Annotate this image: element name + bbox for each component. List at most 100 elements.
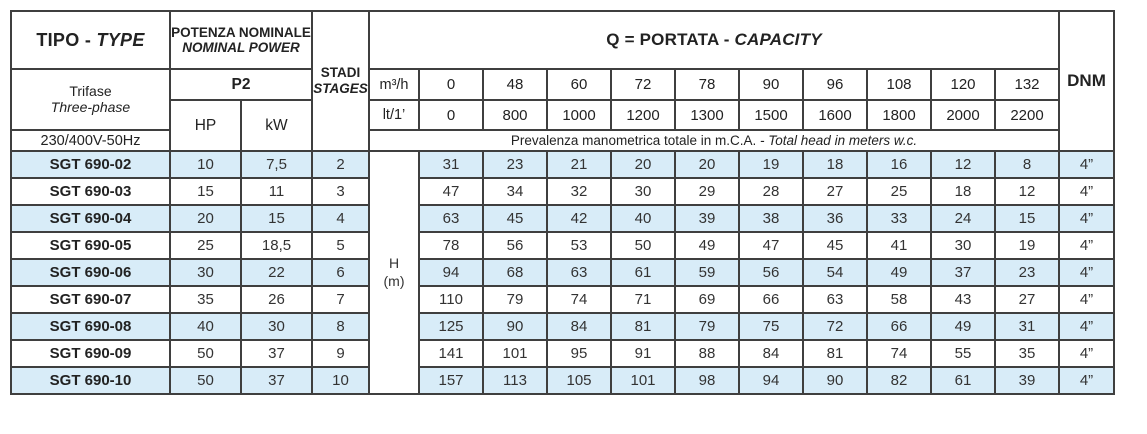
head-value-cell: 66 bbox=[738, 285, 804, 314]
table-row: SGT 690-09 50 37 9 141 101 95 91 88 84 8… bbox=[10, 339, 1115, 368]
head-value-cell: 81 bbox=[802, 339, 868, 368]
pump-model-cell: SGT 690-08 bbox=[10, 312, 171, 341]
head-value-cell: 105 bbox=[546, 366, 612, 395]
stages-cell: 7 bbox=[311, 285, 370, 314]
head-value-cell: 32 bbox=[546, 177, 612, 206]
head-value-cell: 95 bbox=[546, 339, 612, 368]
table-header: TIPO - TYPE POTENZA NOMINALE NOMINAL POW… bbox=[10, 10, 1115, 152]
unit-m3h: m³/h bbox=[368, 68, 420, 101]
head-meters-label: H (m) bbox=[368, 150, 420, 395]
capacity-m3h-value: 72 bbox=[610, 68, 676, 101]
head-value-cell: 78 bbox=[418, 231, 484, 260]
head-value-cell: 94 bbox=[418, 258, 484, 287]
pump-model-cell: SGT 690-06 bbox=[10, 258, 171, 287]
pump-model-cell: SGT 690-02 bbox=[10, 150, 171, 179]
head-value-cell: 63 bbox=[802, 285, 868, 314]
head-value-cell: 15 bbox=[994, 204, 1060, 233]
header-nominal-power: POTENZA NOMINALE NOMINAL POWER bbox=[169, 10, 313, 70]
hp-cell: 10 bbox=[169, 150, 242, 179]
dnm-cell: 4” bbox=[1058, 258, 1115, 287]
header-stages: STADI STAGES bbox=[311, 10, 370, 152]
head-value-cell: 36 bbox=[802, 204, 868, 233]
head-value-cell: 61 bbox=[610, 258, 676, 287]
head-value-cell: 21 bbox=[546, 150, 612, 179]
capacity-lt1-value: 1800 bbox=[866, 99, 932, 131]
head-value-cell: 24 bbox=[930, 204, 996, 233]
hp-cell: 20 bbox=[169, 204, 242, 233]
head-value-cell: 39 bbox=[674, 204, 740, 233]
head-value-cell: 53 bbox=[546, 231, 612, 260]
header-hp: HP bbox=[169, 99, 242, 152]
head-value-cell: 157 bbox=[418, 366, 484, 395]
head-value-cell: 90 bbox=[482, 312, 548, 341]
kw-cell: 7,5 bbox=[240, 150, 313, 179]
capacity-lt1-value: 1000 bbox=[546, 99, 612, 131]
table-row: SGT 690-10 50 37 10 157 113 105 101 98 9… bbox=[10, 366, 1115, 395]
hp-cell: 35 bbox=[169, 285, 242, 314]
unit-lt1: lt/1’ bbox=[368, 99, 420, 131]
capacity-m3h-value: 0 bbox=[418, 68, 484, 101]
stages-cell: 3 bbox=[311, 177, 370, 206]
head-value-cell: 110 bbox=[418, 285, 484, 314]
head-value-cell: 69 bbox=[674, 285, 740, 314]
dnm-cell: 4” bbox=[1058, 339, 1115, 368]
capacity-lt1-value: 1300 bbox=[674, 99, 740, 131]
hp-cell: 50 bbox=[169, 366, 242, 395]
hp-cell: 50 bbox=[169, 339, 242, 368]
potenza-nominale-label: POTENZA NOMINALE bbox=[171, 24, 311, 40]
head-value-cell: 34 bbox=[482, 177, 548, 206]
head-value-cell: 84 bbox=[738, 339, 804, 368]
head-value-cell: 18 bbox=[930, 177, 996, 206]
capacity-m3h-value: 120 bbox=[930, 68, 996, 101]
head-value-cell: 19 bbox=[994, 231, 1060, 260]
head-value-cell: 72 bbox=[802, 312, 868, 341]
hp-cell: 25 bbox=[169, 231, 242, 260]
kw-cell: 18,5 bbox=[240, 231, 313, 260]
capacity-m3h-value: 78 bbox=[674, 68, 740, 101]
pump-model-cell: SGT 690-04 bbox=[10, 204, 171, 233]
tipo-label: TIPO - bbox=[36, 29, 97, 50]
head-value-cell: 27 bbox=[994, 285, 1060, 314]
head-value-cell: 16 bbox=[866, 150, 932, 179]
head-value-cell: 75 bbox=[738, 312, 804, 341]
head-value-cell: 41 bbox=[866, 231, 932, 260]
head-value-cell: 38 bbox=[738, 204, 804, 233]
capacity-m3h-value: 48 bbox=[482, 68, 548, 101]
stages-cell: 10 bbox=[311, 366, 370, 395]
head-value-cell: 39 bbox=[994, 366, 1060, 395]
capacity-lt1-value: 1600 bbox=[802, 99, 868, 131]
kw-cell: 22 bbox=[240, 258, 313, 287]
head-value-cell: 55 bbox=[930, 339, 996, 368]
stages-cell: 8 bbox=[311, 312, 370, 341]
trifase-label: Trifase bbox=[69, 82, 112, 99]
head-value-cell: 37 bbox=[930, 258, 996, 287]
header-tipo-type: TIPO - TYPE bbox=[10, 10, 171, 70]
head-value-cell: 49 bbox=[866, 258, 932, 287]
capacity-lt1-value: 2000 bbox=[930, 99, 996, 131]
capacity-lt1-value: 800 bbox=[482, 99, 548, 131]
table-row: SGT 690-07 35 26 7 110 79 74 71 69 66 63… bbox=[10, 285, 1115, 314]
head-value-cell: 49 bbox=[674, 231, 740, 260]
head-value-cell: 125 bbox=[418, 312, 484, 341]
hp-cell: 30 bbox=[169, 258, 242, 287]
stages-cell: 2 bbox=[311, 150, 370, 179]
head-value-cell: 28 bbox=[738, 177, 804, 206]
head-value-cell: 47 bbox=[418, 177, 484, 206]
head-value-cell: 47 bbox=[738, 231, 804, 260]
header-p2: P2 bbox=[169, 68, 313, 101]
head-value-cell: 101 bbox=[482, 339, 548, 368]
kw-cell: 26 bbox=[240, 285, 313, 314]
table-row: SGT 690-05 25 18,5 5 78 56 53 50 49 47 4… bbox=[10, 231, 1115, 260]
head-value-cell: 12 bbox=[930, 150, 996, 179]
hp-cell: 15 bbox=[169, 177, 242, 206]
dnm-cell: 4” bbox=[1058, 177, 1115, 206]
kw-cell: 30 bbox=[240, 312, 313, 341]
head-value-cell: 59 bbox=[674, 258, 740, 287]
head-value-cell: 23 bbox=[994, 258, 1060, 287]
pump-specification-table: TIPO - TYPE POTENZA NOMINALE NOMINAL POW… bbox=[10, 10, 1115, 395]
table-row: SGT 690-02 10 7,5 2 H (m) 31 23 21 20 20… bbox=[10, 150, 1115, 395]
pump-model-cell: SGT 690-07 bbox=[10, 285, 171, 314]
head-value-cell: 33 bbox=[866, 204, 932, 233]
head-value-cell: 66 bbox=[866, 312, 932, 341]
